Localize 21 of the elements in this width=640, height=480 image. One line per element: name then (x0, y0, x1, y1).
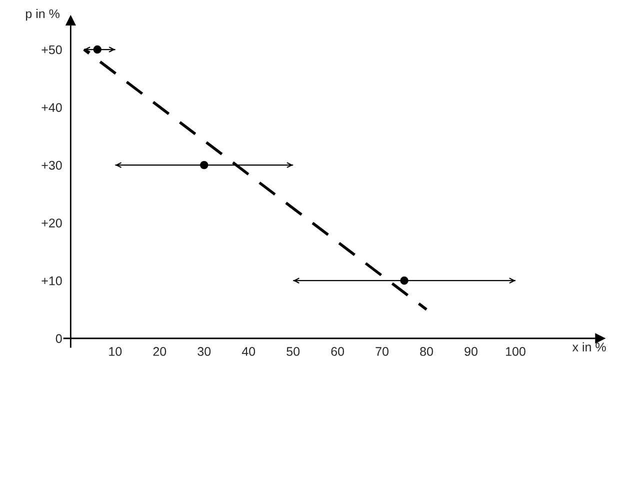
point (93, 45, 102, 54)
x-tick-label: 20 (153, 347, 166, 356)
x-tick-label: 10 (109, 347, 122, 356)
y-tick-label: +10 (42, 276, 62, 286)
x-tick-label: 50 (286, 347, 300, 356)
x-tick-label: 70 (376, 347, 389, 356)
x-axis-title: x in % (572, 342, 606, 352)
y-tick-label: +20 (42, 218, 62, 228)
point (200, 160, 208, 170)
y-tick-label: +30 (42, 160, 62, 170)
x-tick-label: 30 (198, 347, 211, 356)
x-tick-label: 90 (464, 347, 478, 356)
point (400, 276, 408, 285)
y-tick-label: +50 (42, 45, 62, 54)
x-tick-label: 40 (242, 347, 256, 356)
y-axis-title: p in % (26, 8, 60, 21)
x-tick-label: 60 (331, 347, 344, 356)
x-tick-label: 100 (506, 347, 526, 356)
y-tick-label: +40 (42, 103, 62, 112)
y-tick-label: 0 (56, 334, 62, 344)
x-tick-label: 80 (420, 347, 433, 356)
